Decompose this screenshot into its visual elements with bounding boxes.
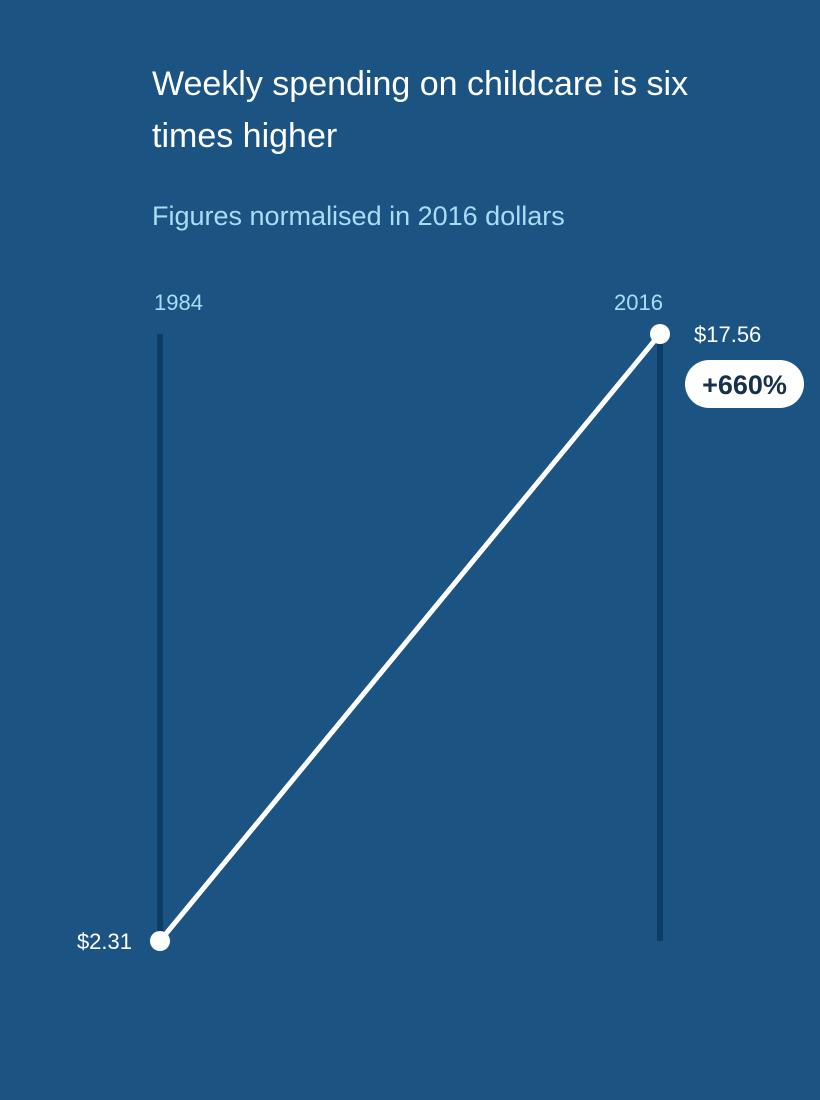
chart-subtitle: Figures normalised in 2016 dollars	[152, 201, 565, 231]
chart-title: Weekly spending on childcare is six time…	[152, 65, 689, 155]
series-line	[157, 331, 663, 944]
data-label-1984: $2.31	[77, 929, 132, 954]
x-tick-label-1984: 1984	[154, 290, 203, 315]
data-point-2016	[650, 324, 670, 344]
x-tick-label-2016: 2016	[614, 290, 663, 315]
data-label-2016: $17.56	[694, 322, 761, 347]
change-badge	[685, 360, 804, 408]
change-badge-label: +660%	[702, 370, 787, 400]
data-point-1984	[150, 931, 170, 951]
